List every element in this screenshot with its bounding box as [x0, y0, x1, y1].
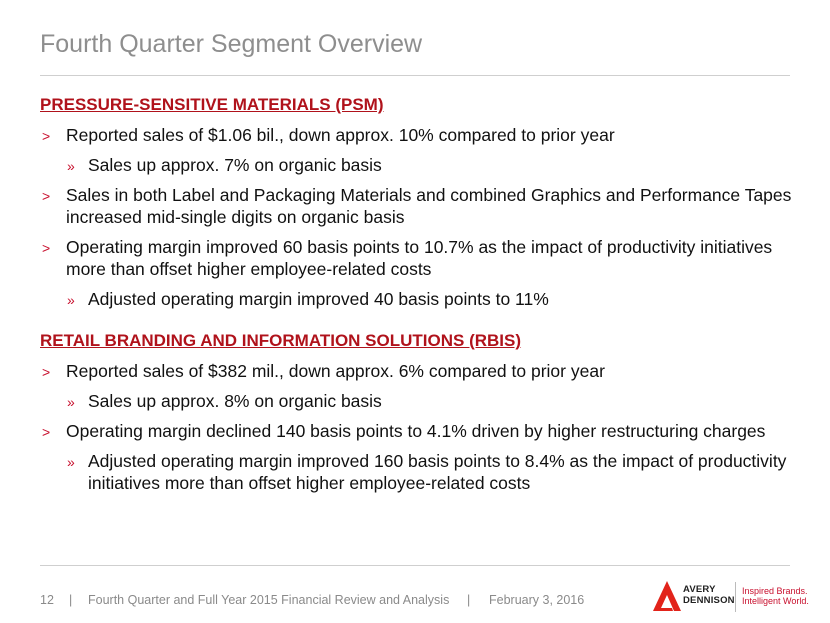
logo-brand: AVERY	[683, 584, 716, 595]
section-heading: PRESSURE-SENSITIVE MATERIALS (PSM)	[40, 95, 384, 114]
bullet-marker: >	[42, 188, 51, 204]
section: PRESSURE-SENSITIVE MATERIALS (PSM) > Repor…	[40, 94, 800, 310]
bullet: > Reported sales of $1.06 bil., down appr…	[40, 124, 800, 146]
bullet: > Operating margin improved 60 basis poin…	[40, 236, 800, 280]
logo-mark	[653, 581, 681, 611]
bullet-text: Reported sales of $1.06 bil., down appro…	[66, 125, 615, 145]
bullet-text: Sales in both Label and Packaging Materi…	[66, 185, 792, 227]
bullet-text: Operating margin declined 140 basis poin…	[66, 421, 766, 441]
page-number: 12	[40, 593, 54, 607]
bullet-marker: >	[42, 424, 51, 440]
bullet: > Sales in both Label and Packaging Mater…	[40, 184, 800, 228]
bullet-text: Sales up approx. 7% on organic basis	[88, 155, 382, 175]
sub-bullet: » Adjusted operating margin improved 160 …	[40, 450, 800, 494]
title-rule	[40, 75, 790, 76]
bullet-marker: >	[42, 240, 51, 256]
bullet: > Operating margin declined 140 basis poi…	[40, 420, 800, 442]
bullet-text: Adjusted operating margin improved 40 ba…	[88, 289, 549, 309]
section: RETAIL BRANDING AND INFORMATION SOLUTION…	[40, 330, 800, 494]
bullet-text: Sales up approx. 8% on organic basis	[88, 391, 382, 411]
bullet-text: Operating margin improved 60 basis point…	[66, 237, 773, 279]
footer-text: Fourth Quarter and Full Year 2015 Financ…	[88, 593, 450, 607]
logo-tagline: Intelligent World.	[742, 596, 809, 606]
bullet: > Reported sales of $382 mil., down appro…	[40, 360, 800, 382]
footer-separator: |	[467, 593, 471, 607]
logo-tagline: Inspired Brands.	[742, 586, 808, 596]
sub-bullet: » Adjusted operating margin improved 40 b…	[40, 288, 800, 310]
footer-date: February 3, 2016	[489, 593, 585, 607]
logo-divider	[735, 582, 736, 612]
bullet-marker: »	[67, 394, 75, 410]
section-heading: RETAIL BRANDING AND INFORMATION SOLUTION…	[40, 331, 522, 350]
bullet-marker: »	[67, 158, 75, 174]
footer-separator: |	[69, 593, 73, 607]
logo-brand: DENNISON	[683, 595, 735, 606]
bullet-marker: >	[42, 364, 51, 380]
sub-bullet: » Sales up approx. 8% on organic basis	[40, 390, 800, 412]
slide-title: Fourth Quarter Segment Overview	[40, 30, 423, 58]
content: PRESSURE-SENSITIVE MATERIALS (PSM) > Repor…	[40, 94, 800, 494]
bullet-text: Adjusted operating margin improved 160 b…	[88, 451, 787, 493]
footer-rule	[40, 565, 790, 566]
bullet-marker: >	[42, 128, 51, 144]
bullet-marker: »	[67, 454, 75, 470]
bullet-marker: »	[67, 292, 75, 308]
bullet-text: Reported sales of $382 mil., down approx…	[66, 361, 605, 381]
sub-bullet: » Sales up approx. 7% on organic basis	[40, 154, 800, 176]
